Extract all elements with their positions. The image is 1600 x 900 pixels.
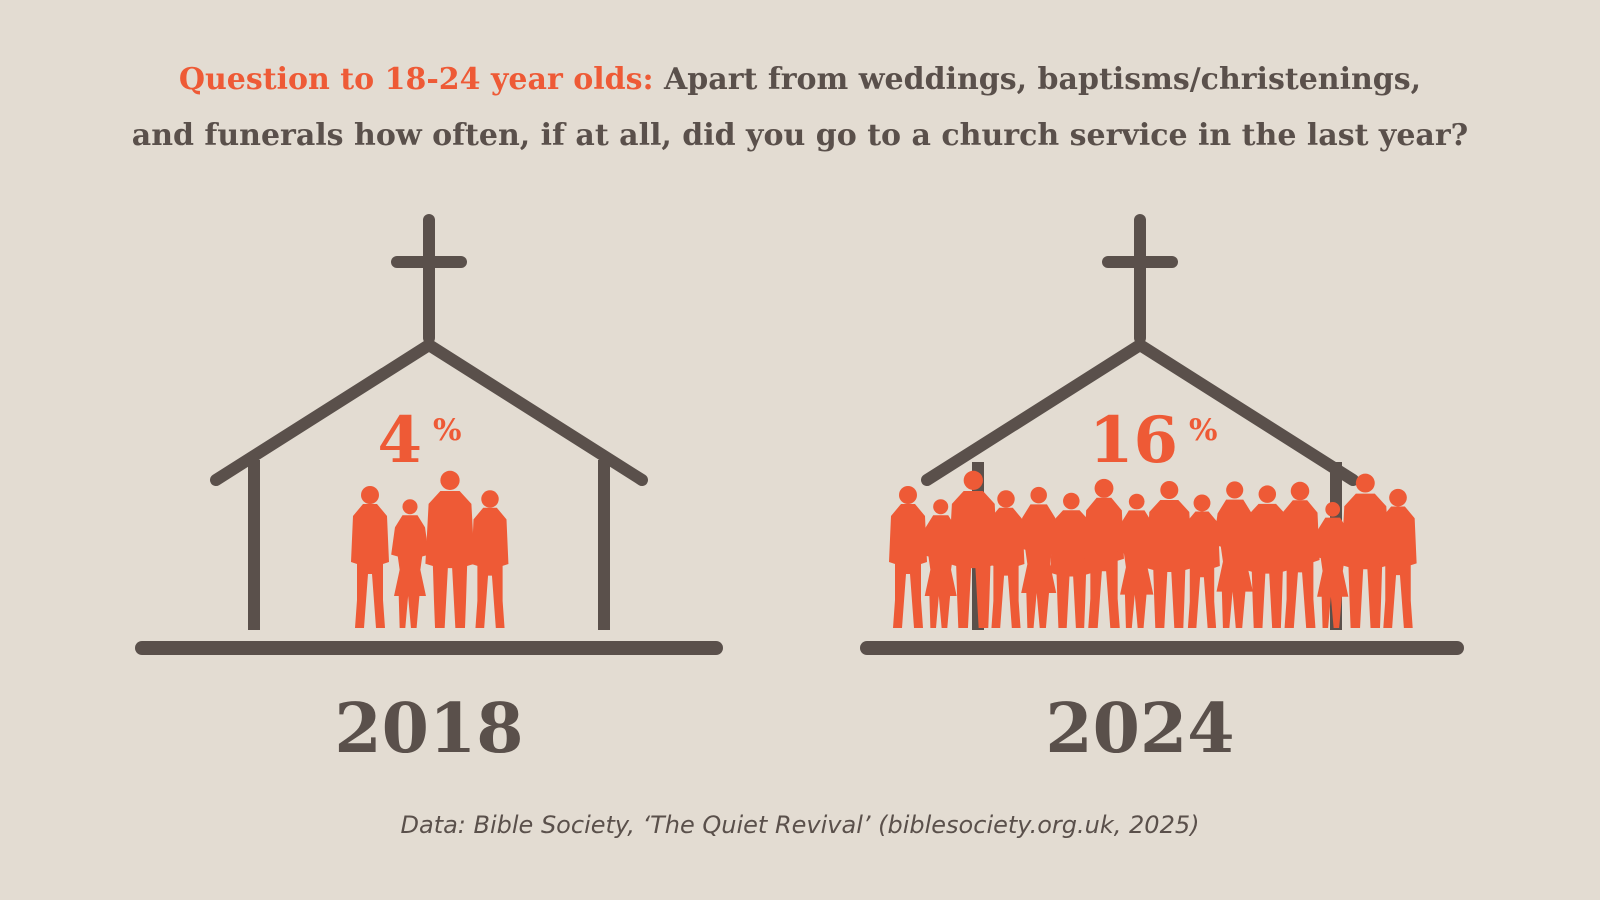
title-line-1: Question to 18-24 year olds: Apart from … bbox=[0, 52, 1600, 108]
person-icon bbox=[889, 486, 927, 628]
church-2018: 4 % 2018 bbox=[135, 214, 723, 769]
person-icon bbox=[471, 490, 509, 628]
title-lead: Question to 18-24 year olds: bbox=[178, 62, 654, 97]
person-icon bbox=[391, 499, 429, 628]
person-icon bbox=[1184, 494, 1220, 628]
bar-value-suffix-2024: % bbox=[1189, 413, 1218, 448]
church-2024: 16 % 2024 bbox=[860, 214, 1464, 769]
category-label-2018: 2018 bbox=[334, 689, 523, 769]
title-question-part-1: Apart from weddings, baptisms/christenin… bbox=[664, 62, 1422, 97]
bar-value-2018: 4 bbox=[377, 403, 422, 478]
person-icon bbox=[1084, 478, 1124, 628]
data-source-note: Data: Bible Society, ‘The Quiet Revival’… bbox=[400, 811, 1200, 839]
church-roof bbox=[921, 339, 1359, 486]
title-question-part-2: and funerals how often, if at all, did y… bbox=[131, 118, 1469, 153]
church-roof bbox=[210, 339, 648, 486]
bar-value-2024: 16 bbox=[1089, 403, 1178, 478]
person-icon bbox=[1280, 481, 1320, 628]
chart-title: Question to 18-24 year olds: Apart from … bbox=[0, 52, 1600, 164]
people-crowd-2018 bbox=[351, 470, 509, 628]
category-label-2024: 2024 bbox=[1045, 689, 1234, 769]
person-icon bbox=[425, 470, 475, 628]
person-icon bbox=[351, 486, 389, 628]
bar-value-suffix-2018: % bbox=[433, 413, 462, 448]
